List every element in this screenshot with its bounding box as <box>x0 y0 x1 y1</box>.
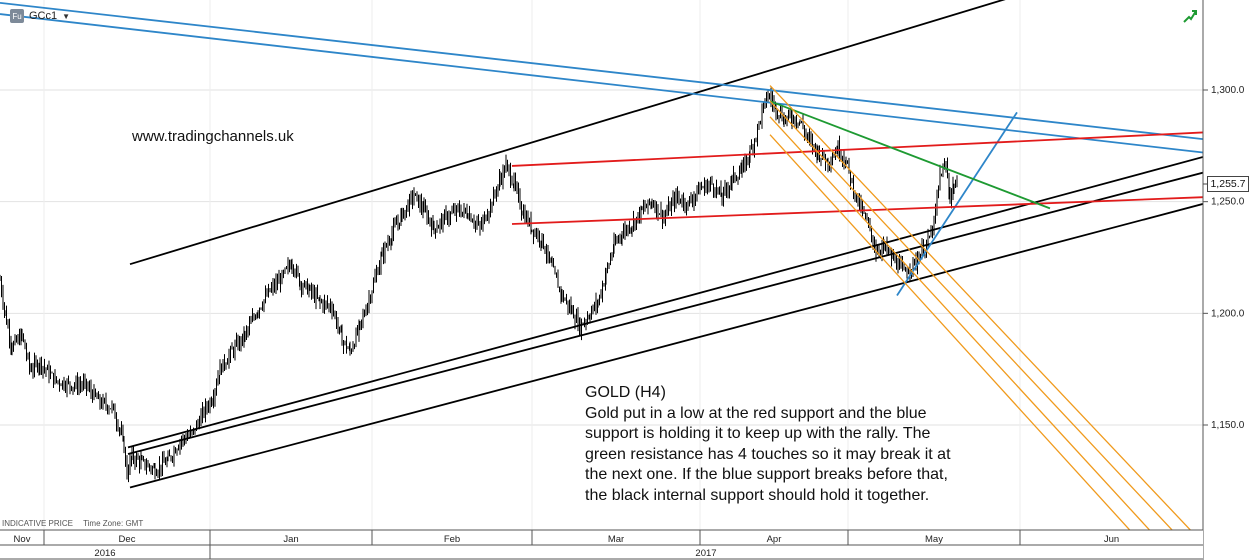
red-trendline <box>511 196 1203 225</box>
price-type-label: INDICATIVE PRICE <box>2 519 73 528</box>
annotation-line: the black internal support should hold i… <box>585 486 930 504</box>
black-trendline <box>129 0 1006 266</box>
annotation-line: green resistance has 4 touches so it may… <box>585 445 951 463</box>
month-label: Feb <box>444 534 460 545</box>
y-axis-background <box>1204 0 1255 560</box>
black-trendline <box>127 156 1203 449</box>
month-label: May <box>925 534 943 545</box>
month-label: Apr <box>767 534 782 545</box>
green-trendline <box>769 100 1051 210</box>
ticker-selector[interactable]: Fu GCc1 ▼ <box>10 9 70 23</box>
orange-trendline <box>769 134 1131 530</box>
watermark-text: www.tradingchannels.uk <box>132 128 294 145</box>
orange-trendline <box>769 100 1173 530</box>
month-label: Jan <box>283 534 298 545</box>
annotation-line: support is holding it to keep up with th… <box>585 425 931 442</box>
orange-trendline <box>769 85 1192 530</box>
futures-badge: Fu <box>10 9 24 23</box>
y-tick-label: 1,150.0 <box>1211 420 1245 431</box>
black-trendline <box>127 171 1203 455</box>
year-label: 2017 <box>695 548 716 559</box>
annotation-line: the next one. If the blue support breaks… <box>585 466 948 483</box>
red-trendline <box>511 131 1203 167</box>
y-tick-label: 1,300.0 <box>1211 85 1245 96</box>
annotation-line: Gold put in a low at the red support and… <box>585 404 927 422</box>
month-label: Dec <box>119 534 136 545</box>
chart-annotation: GOLD (H4) Gold put in a low at the red s… <box>585 383 1025 506</box>
y-tick-label: 1,200.0 <box>1211 308 1245 319</box>
month-label: Jun <box>1104 534 1119 545</box>
black-trendline <box>129 203 1203 489</box>
blue-trendline <box>0 2 1203 141</box>
chart-footer: INDICATIVE PRICE Time Zone: GMT <box>2 519 151 528</box>
plot-area <box>0 0 1203 530</box>
y-tick-label: 1,250.0 <box>1211 197 1245 208</box>
year-label: 2016 <box>94 548 115 559</box>
annotation-title: GOLD (H4) <box>585 384 666 401</box>
ticker-symbol: GCc1 <box>29 10 58 22</box>
month-label: Mar <box>608 534 624 545</box>
blue-trendline <box>0 13 1203 154</box>
timezone-label: Time Zone: GMT <box>83 519 144 528</box>
expand-chart-icon[interactable] <box>1182 8 1198 24</box>
dropdown-arrow-icon[interactable]: ▼ <box>62 11 71 21</box>
current-price-label: 1,255.7 <box>1207 176 1249 192</box>
month-label: Nov <box>14 534 31 545</box>
orange-trendline <box>769 116 1151 530</box>
